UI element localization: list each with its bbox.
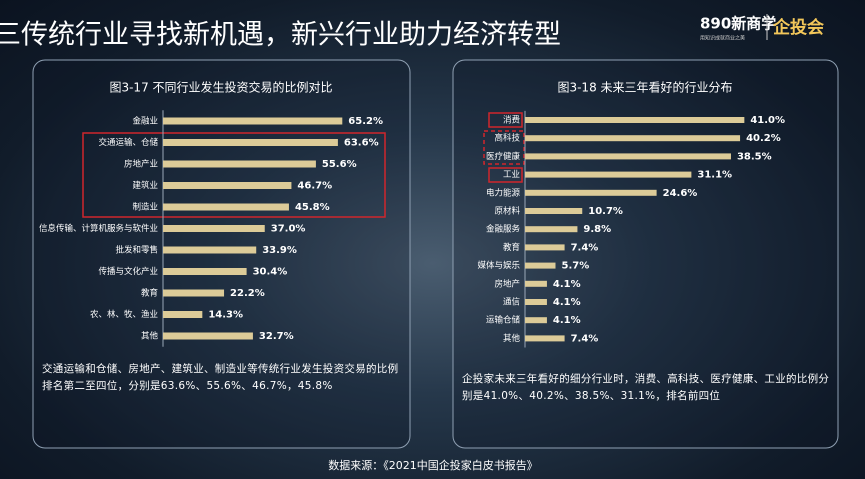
category-label: 教育: [503, 242, 520, 253]
category-label: 教育: [141, 288, 158, 299]
bar: [163, 182, 292, 189]
value-label: 7.4%: [571, 333, 599, 344]
category-label: 房地产业: [124, 159, 158, 170]
highlight-box: [488, 112, 523, 128]
highlight-box: [82, 132, 386, 218]
bar: [163, 203, 289, 211]
value-label: 4.1%: [553, 315, 581, 326]
chart-title: 图3-17 不同行业发生投资交易的比例对比: [109, 80, 332, 95]
bar: [525, 244, 565, 251]
value-label: 55.6%: [322, 159, 357, 170]
bar: [525, 335, 565, 342]
bar: [525, 135, 741, 142]
value-label: 4.1%: [553, 297, 581, 308]
bar: [525, 262, 556, 269]
category-label: 传播与文化产业: [98, 266, 158, 277]
value-label: 40.2%: [746, 133, 781, 144]
logo-brand: 890新商学: [700, 15, 776, 33]
category-label: 电力能源: [486, 187, 521, 198]
category-label: 房地产: [494, 278, 520, 289]
value-label: 30.4%: [253, 267, 288, 278]
bar: [525, 189, 657, 196]
slide-title: 三传统行业寻找新机遇，新兴行业助力经济转型: [0, 20, 561, 51]
value-label: 4.1%: [553, 279, 581, 290]
value-label: 9.8%: [583, 224, 611, 235]
bar: [163, 139, 338, 146]
value-label: 10.7%: [588, 206, 623, 217]
category-label: 消费: [503, 115, 521, 126]
bar: [525, 153, 731, 160]
bar: [525, 226, 578, 233]
bar: [163, 117, 343, 125]
bar: [525, 208, 583, 214]
logo-slogan: 用知识成就商业之美: [700, 35, 745, 42]
value-label: 65.2%: [348, 116, 383, 127]
category-label: 医疗健康: [486, 151, 521, 162]
bar: [163, 246, 257, 254]
panel: [32, 59, 411, 449]
source: 数据来源：《2021中国企投家白皮书报告》: [328, 458, 538, 472]
category-label: 其他: [141, 331, 159, 342]
highlight-box: [488, 167, 523, 183]
value-label: 38.5%: [737, 151, 772, 162]
chart-note: 交通运输和仓储、房地产、建筑业、制造业等传统行业发生投资交易的比例排名第二至四位…: [42, 363, 399, 392]
value-label: 41.0%: [750, 115, 785, 126]
category-label: 农、林、牧、渔业: [90, 309, 158, 320]
category-label: 信息传输、计算机服务与软件业: [39, 223, 158, 234]
value-label: 31.1%: [697, 170, 732, 181]
value-label: 37.0%: [271, 224, 306, 235]
value-label: 14.3%: [208, 310, 243, 321]
value-label: 33.9%: [262, 245, 297, 256]
category-label: 其他: [503, 333, 521, 344]
value-label: 63.6%: [344, 138, 379, 149]
category-label: 工业: [503, 169, 520, 180]
highlight-box: [483, 130, 525, 165]
bar: [525, 171, 692, 178]
category-label: 制造业: [132, 202, 158, 213]
bar: [525, 117, 745, 123]
chart-note: 企投家未来三年看好的细分行业时，消费、高科技、医疗健康、工业的比例分别是41.0…: [462, 373, 830, 402]
category-label: 批发和零售: [115, 245, 158, 256]
category-label: 高科技: [494, 133, 520, 144]
category-label: 建筑业: [132, 180, 158, 191]
bar: [163, 289, 225, 297]
bar: [163, 311, 203, 318]
bar: [525, 280, 547, 287]
value-label: 24.6%: [663, 188, 698, 199]
bar: [163, 332, 253, 340]
bar: [163, 225, 265, 232]
category-label: 通信: [503, 297, 521, 308]
chart-title: 图3-18 未来三年看好的行业分布: [557, 80, 732, 95]
value-label: 45.8%: [295, 202, 330, 213]
value-label: 22.2%: [230, 288, 265, 299]
category-label: 原材料: [494, 206, 520, 217]
bar: [525, 299, 547, 305]
logo-name: 企投会: [772, 17, 824, 38]
value-label: 7.4%: [571, 242, 599, 253]
value-label: 32.7%: [259, 331, 294, 342]
category-label: 媒体与娱乐: [477, 260, 520, 271]
category-label: 运输仓储: [486, 315, 521, 326]
value-label: 5.7%: [561, 261, 589, 272]
category-label: 金融服务: [486, 224, 521, 235]
bar: [163, 160, 316, 168]
bar: [163, 268, 247, 275]
bar: [525, 317, 547, 324]
value-label: 46.7%: [297, 181, 332, 192]
category-label: 金融业: [132, 116, 158, 127]
category-label: 交通运输、仓储: [98, 137, 158, 148]
